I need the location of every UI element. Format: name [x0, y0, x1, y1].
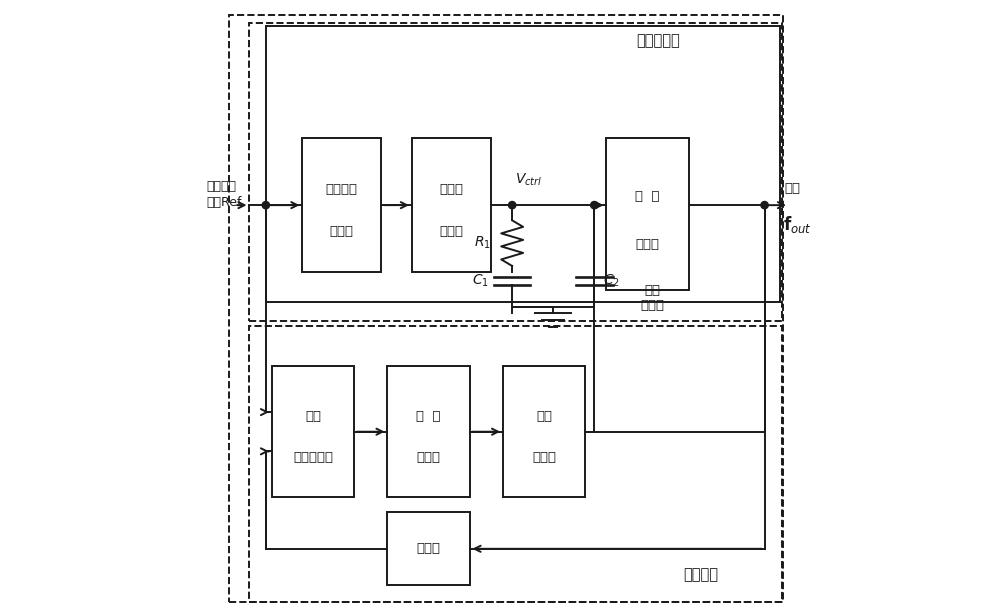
Text: 死  区: 死 区	[416, 409, 441, 423]
Bar	[266, 26, 780, 302]
Text: $R_1$: $R_1$	[474, 235, 491, 251]
Circle shape	[262, 202, 269, 209]
Text: 分频器: 分频器	[417, 543, 441, 555]
Text: 差分: 差分	[536, 409, 552, 423]
Text: $C_2$: $C_2$	[603, 273, 620, 290]
Bar	[387, 367, 470, 497]
Text: 跨导型: 跨导型	[439, 183, 463, 196]
Text: 电荷泵: 电荷泵	[439, 225, 463, 238]
Bar	[272, 367, 354, 497]
Circle shape	[509, 202, 516, 209]
Text: 下采样型: 下采样型	[326, 183, 358, 196]
Bar	[302, 138, 381, 272]
Bar	[249, 23, 782, 321]
Text: 频率Ref: 频率Ref	[206, 196, 242, 208]
Bar	[606, 138, 689, 290]
Text: 鉴频鉴相器: 鉴频鉴相器	[293, 452, 333, 464]
Text: 下采样环路: 下采样环路	[636, 33, 680, 48]
Text: $V_{ctrl}$: $V_{ctrl}$	[515, 172, 542, 188]
Text: 三态: 三态	[305, 409, 321, 423]
Text: 鉴相器: 鉴相器	[330, 225, 354, 238]
Bar	[412, 138, 491, 272]
Text: 振荡器: 振荡器	[635, 238, 659, 251]
Bar	[387, 512, 470, 585]
Text: 输出: 输出	[785, 181, 801, 195]
Text: 压  控: 压 控	[635, 189, 660, 202]
Bar	[249, 326, 782, 602]
Text: 产生器: 产生器	[417, 452, 441, 464]
Text: 电荷泵: 电荷泵	[532, 452, 556, 464]
Text: $\mathbf{f}_{out}$: $\mathbf{f}_{out}$	[783, 214, 812, 235]
Circle shape	[591, 202, 598, 209]
Text: 锁频环路: 锁频环路	[683, 567, 718, 582]
Text: 输入参考: 输入参考	[206, 180, 236, 194]
Bar	[503, 367, 585, 497]
Circle shape	[761, 202, 768, 209]
Text: 环路
滤波器: 环路 滤波器	[640, 284, 664, 312]
Text: $C_1$: $C_1$	[472, 273, 489, 290]
